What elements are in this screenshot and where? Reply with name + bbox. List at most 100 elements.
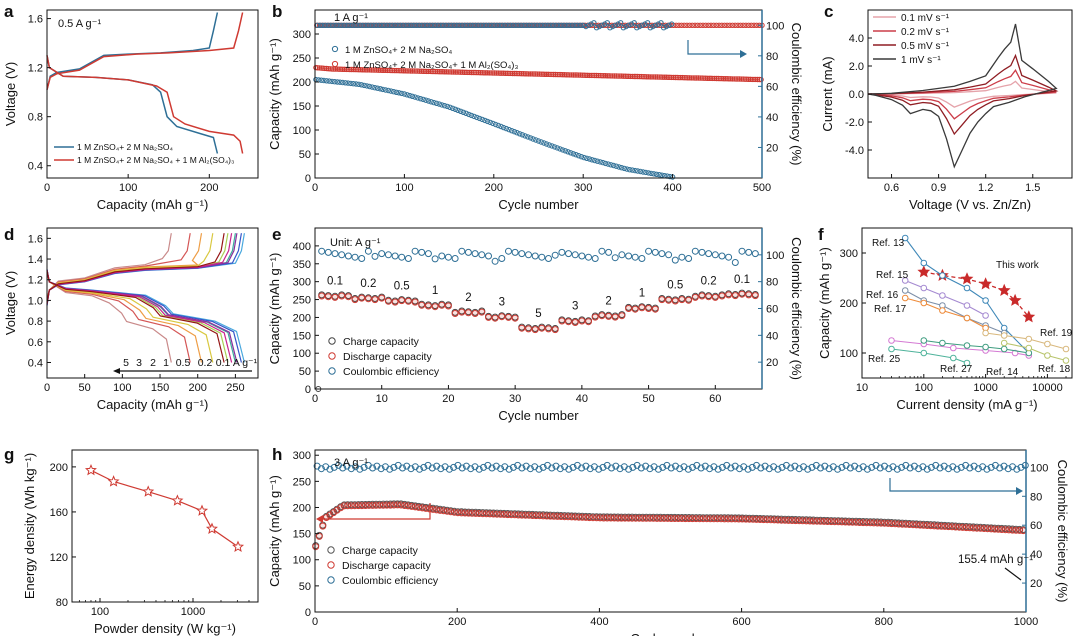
discharge-point — [525, 325, 532, 333]
blue-ce-point — [355, 22, 361, 28]
red-capacity-point — [488, 70, 494, 76]
ce-point — [945, 465, 952, 473]
discharge-point — [511, 314, 519, 322]
red-capacity-point — [713, 75, 720, 82]
blue-ce-point — [494, 22, 501, 28]
red-capacity-point — [699, 75, 705, 81]
blue-ce-point — [379, 22, 385, 28]
blue-capacity-point — [643, 169, 649, 176]
ce-point — [569, 463, 577, 471]
blue-ce-point — [465, 22, 471, 28]
ce-point — [804, 465, 812, 473]
red-capacity-point — [445, 69, 451, 75]
red-capacity-point — [577, 72, 584, 78]
red-capacity-point — [420, 68, 426, 75]
y-tick-label: 1.6 — [28, 233, 43, 245]
blue-ce-point — [545, 22, 551, 28]
y-axis-label: Capacity (mAh g⁻¹) — [817, 247, 832, 359]
ce-point — [475, 465, 483, 473]
red-capacity-point — [570, 72, 577, 78]
ce-point — [585, 253, 592, 261]
ce-point — [667, 464, 675, 472]
ce-point — [808, 463, 816, 471]
red-capacity-point — [370, 67, 376, 73]
red-capacity-point — [499, 70, 505, 76]
discharge-point — [678, 296, 686, 304]
red-ce-point — [735, 22, 741, 28]
rate-step-label: 0.2 — [360, 278, 376, 290]
ce-point — [906, 464, 914, 472]
x-tick-label: 0 — [312, 393, 318, 405]
blue-ce-point — [424, 22, 431, 28]
red-capacity-point — [318, 65, 324, 71]
ce-point — [611, 254, 619, 262]
red-capacity-point — [674, 74, 680, 81]
cv-curve — [867, 68, 1057, 120]
y-tick-label: 150 — [293, 330, 311, 342]
blue-ce-point — [414, 22, 420, 28]
red-capacity-point — [633, 73, 639, 80]
y-tick-label: 400 — [293, 241, 311, 253]
ce-point — [898, 463, 906, 471]
ref-point — [901, 287, 909, 294]
y-tick-label: 1.2 — [28, 275, 43, 287]
blue-capacity-point — [326, 78, 332, 84]
ce-point — [748, 463, 756, 471]
red-capacity-point — [384, 67, 391, 74]
blue-ce-point — [363, 22, 369, 28]
ce-point — [377, 465, 385, 473]
ce-point — [685, 255, 693, 262]
red-capacity-point — [724, 76, 730, 82]
ce-point — [631, 253, 639, 261]
red-capacity-point — [415, 68, 421, 74]
discharge-point — [671, 297, 679, 305]
y-tick-label: 80 — [56, 597, 68, 609]
blue-ce-point — [593, 25, 600, 31]
red-capacity-point — [524, 71, 530, 77]
red-capacity-point — [479, 70, 485, 76]
ce-point — [378, 250, 386, 258]
blue-ce-point — [623, 23, 629, 30]
red-capacity-point — [753, 76, 759, 83]
panel-letter: b — [272, 2, 282, 21]
red-capacity-point — [325, 66, 332, 72]
red-capacity-point — [438, 69, 444, 75]
ce-point — [509, 463, 517, 471]
blue-ce-point — [467, 22, 474, 28]
series-label: Ref. 27 — [940, 364, 973, 375]
discharge-point — [518, 324, 526, 332]
blue-capacity-point — [337, 79, 343, 85]
blue-capacity-point — [656, 172, 662, 178]
blue-capacity-point — [576, 153, 582, 159]
ce-point — [817, 464, 824, 472]
blue-ce-point — [497, 22, 503, 28]
ce-point — [571, 251, 579, 259]
red-capacity-point — [502, 70, 509, 77]
red-ce-point — [689, 22, 695, 28]
legend-label: 1 mV s⁻¹ — [901, 55, 941, 66]
y-tick-label: 0 — [305, 384, 311, 396]
red-capacity-point — [742, 76, 748, 82]
ce-point — [885, 465, 893, 473]
y-axis-label: Current (mA) — [820, 56, 835, 131]
this-work-star — [960, 272, 974, 285]
ref-point — [1000, 332, 1008, 339]
blue-capacity-point — [364, 83, 370, 89]
red-capacity-point — [679, 74, 686, 81]
red-ce-point — [697, 22, 703, 28]
blue-ce-point — [521, 22, 527, 28]
blue-ce-point — [526, 22, 533, 28]
blue-ce-point — [451, 22, 458, 28]
blue-ce-point — [604, 20, 610, 26]
red-capacity-point — [543, 71, 550, 78]
blue-capacity-point — [396, 90, 402, 96]
ref-point — [1000, 339, 1008, 347]
blue-capacity-point — [452, 106, 459, 113]
x-tick-label: 200 — [200, 182, 218, 194]
red-capacity-point — [363, 67, 369, 73]
blue-capacity-point — [479, 116, 485, 123]
x-tick-label: 100 — [395, 182, 413, 194]
ce-point — [996, 464, 1004, 472]
x-tick-label: 100 — [119, 182, 137, 194]
ce-point — [360, 463, 368, 471]
